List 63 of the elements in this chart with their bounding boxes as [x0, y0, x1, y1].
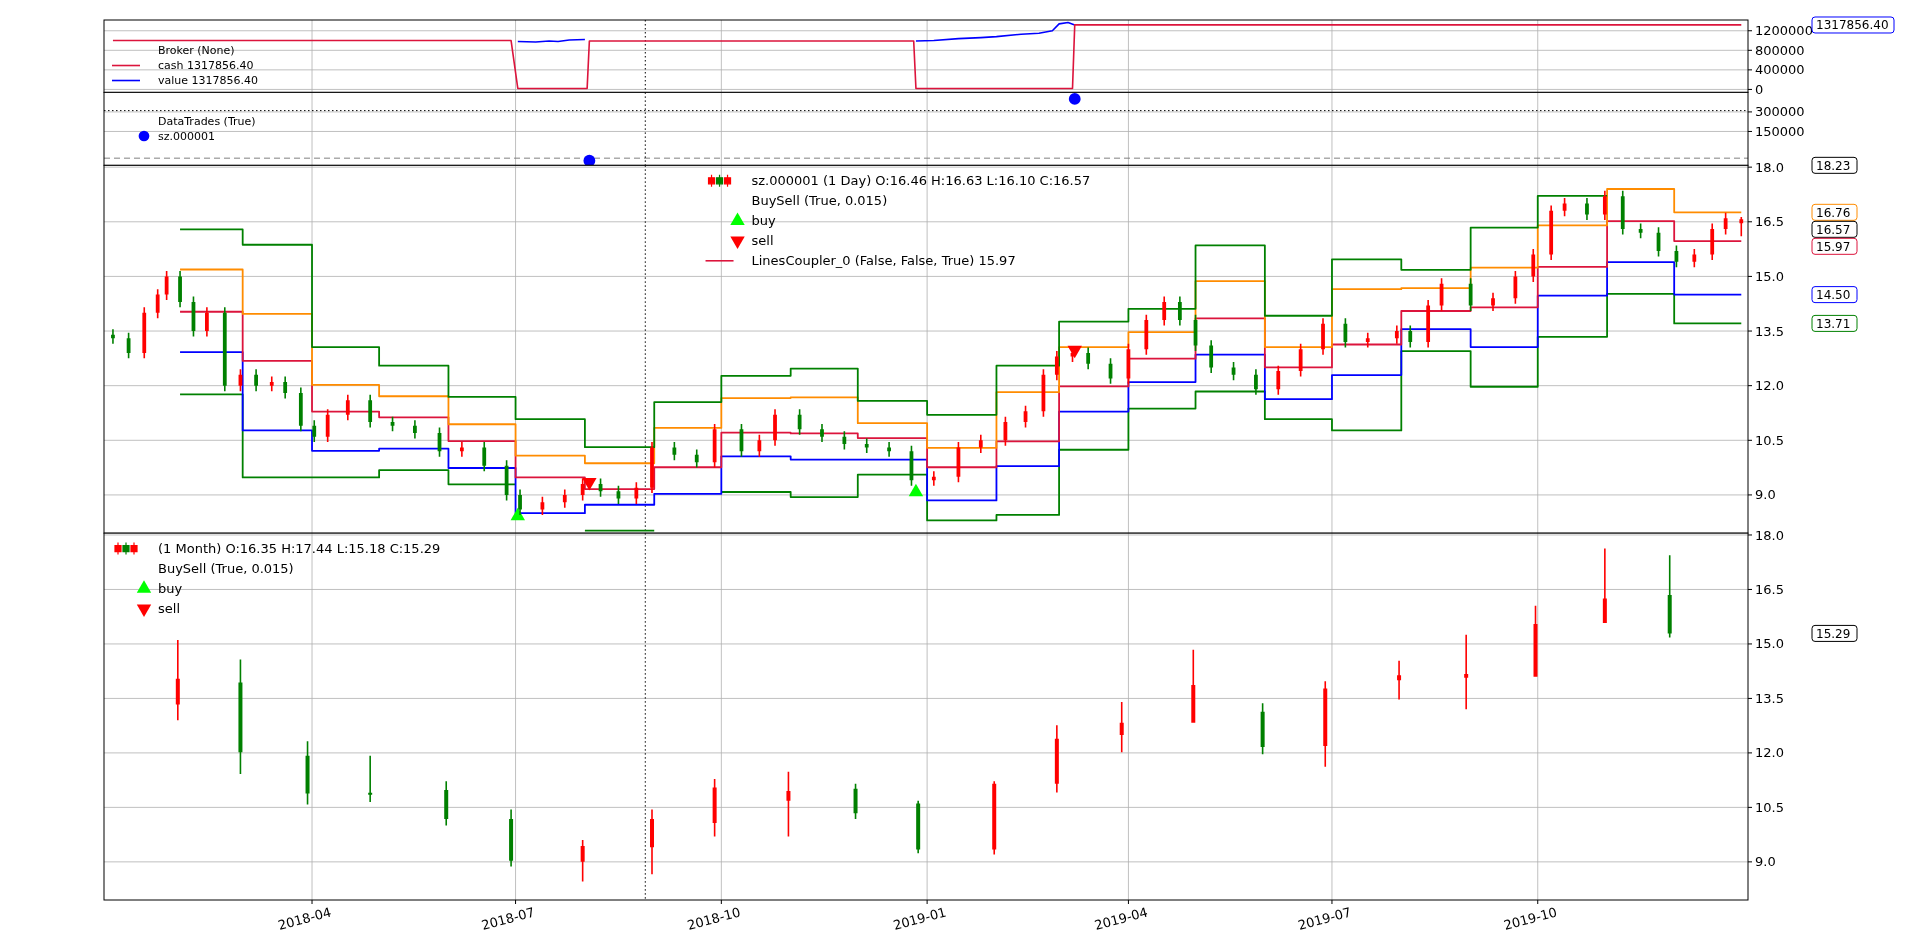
text: 18.23 — [1816, 158, 1851, 173]
candlestick — [1464, 634, 1469, 710]
candlestick — [931, 471, 936, 486]
candlestick — [111, 329, 115, 344]
y-tick-label: 9.0 — [1755, 854, 1776, 870]
y-tick-label: 400000 — [1755, 62, 1805, 78]
y-tick-label: 16.5 — [1755, 582, 1784, 598]
candlestick — [562, 489, 567, 508]
candlestick — [1739, 217, 1744, 237]
y-tick-label: 10.5 — [1755, 799, 1784, 815]
candlestick — [1491, 292, 1495, 312]
y-tick-label: 15.0 — [1755, 636, 1784, 652]
legend-label: sz.000001 — [158, 129, 215, 143]
legend-label: LinesCoupler_0 (False, False, True) 15.97 — [751, 253, 1016, 269]
y-tick-label: 800000 — [1755, 42, 1805, 58]
legend-title: DataTrades (True) — [158, 114, 256, 128]
candlestick — [694, 449, 699, 468]
legend-label: (1 Month) O:16.35 H:17.44 L:15.18 C:15.29 — [158, 541, 441, 557]
legend-label: sz.000001 (1 Day) O:16.46 H:16.63 L:16.10 C:16.57 — [751, 173, 1091, 189]
candlestick — [269, 376, 274, 392]
y-tick-label: 18.0 — [1755, 159, 1784, 175]
y-tick-label: 15.0 — [1755, 268, 1784, 284]
candlestick — [368, 755, 373, 802]
y-tick-label: 10.5 — [1755, 432, 1784, 448]
candlestick — [1119, 702, 1124, 753]
y-tick-label: 300000 — [1755, 104, 1805, 120]
text: 14.50 — [1816, 287, 1851, 302]
legend-title: Broker (None) — [158, 44, 235, 58]
y-tick-label: 0 — [1755, 81, 1764, 97]
y-tick-label: 1200000 — [1755, 23, 1813, 39]
line-series — [112, 24, 1743, 90]
legend-label: sell — [158, 601, 180, 617]
candlestick — [1365, 332, 1370, 348]
y-tick-label: 16.5 — [1755, 214, 1784, 230]
text: 15.29 — [1816, 626, 1851, 641]
legend-title: BuySell (True, 0.015) — [751, 193, 888, 209]
candlestick — [820, 423, 824, 443]
y-tick-label: 12.0 — [1755, 378, 1784, 394]
y-tick-label: 150000 — [1755, 124, 1805, 140]
candlestick — [175, 639, 180, 721]
candlestick — [978, 434, 983, 454]
y-tick-label: 13.5 — [1755, 323, 1784, 339]
legend-label: buy — [158, 581, 183, 597]
text: 13.71 — [1816, 316, 1851, 331]
text: 16.76 — [1816, 205, 1851, 220]
legend-title: BuySell (True, 0.015) — [158, 561, 294, 577]
candlestick — [459, 442, 464, 457]
legend-label: sell — [751, 233, 774, 249]
text: 16.57 — [1816, 222, 1851, 237]
legend-label: buy — [751, 213, 777, 229]
x-tick-label: 2019-01 — [891, 904, 948, 933]
candlestick — [1602, 548, 1607, 623]
y-tick-label: 18.0 — [1755, 527, 1784, 543]
text: 15.97 — [1816, 239, 1851, 254]
legend-label: value 1317856.40 — [158, 74, 259, 88]
candlestick — [887, 442, 891, 457]
y-tick-label: 13.5 — [1755, 690, 1784, 706]
text: 1317856.40 — [1816, 18, 1889, 33]
y-tick-label: 9.0 — [1755, 487, 1776, 503]
candlestick — [864, 438, 869, 454]
y-tick-label: 12.0 — [1755, 745, 1784, 761]
candlestick — [1397, 660, 1402, 700]
legend-label: cash 1317856.40 — [158, 59, 254, 73]
